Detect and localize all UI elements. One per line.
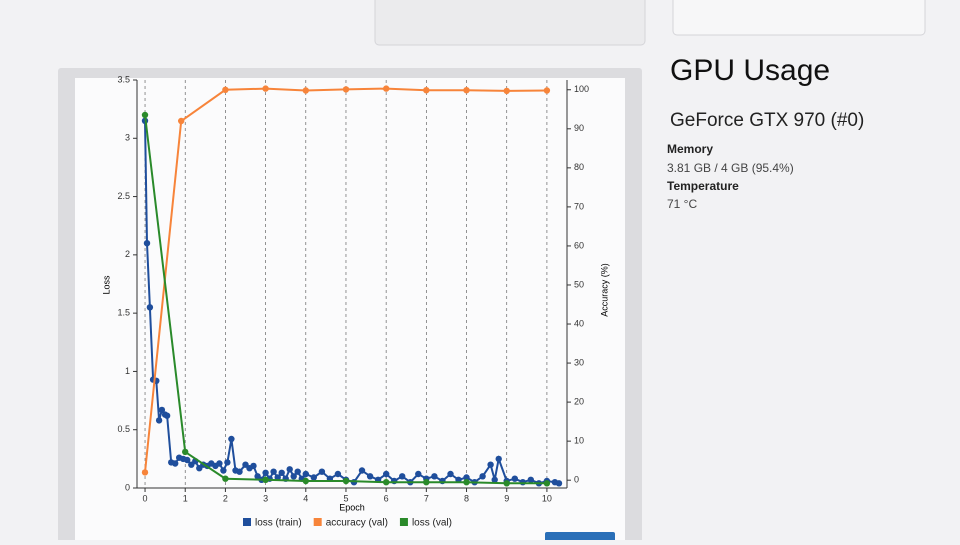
legend-label: loss (val) — [412, 518, 452, 529]
memory-value: 3.81 GB / 4 GB (95.4%) — [667, 161, 794, 175]
x-tick-label: 3 — [263, 493, 268, 503]
legend-label: accuracy (val) — [326, 518, 388, 529]
y-tick-label: 1 — [125, 366, 130, 376]
x-tick-label: 9 — [504, 493, 509, 503]
x-tick-label: 5 — [343, 493, 348, 503]
legend-label: loss (train) — [255, 518, 302, 529]
x-tick-label: 0 — [143, 493, 148, 503]
y2-axis-label: Accuracy (%) — [599, 263, 609, 317]
top-card — [672, 0, 926, 36]
series-line — [141, 85, 551, 476]
x-tick-label: 6 — [384, 493, 389, 503]
y2-tick-label: 60 — [574, 240, 584, 250]
legend-swatch — [399, 518, 408, 526]
y-tick-label: 0.5 — [117, 424, 130, 434]
y2-tick-label: 100 — [574, 84, 589, 94]
y-axis-label: Loss — [101, 275, 111, 295]
y2-tick-label: 50 — [574, 279, 584, 289]
y-tick-label: 0 — [125, 482, 130, 492]
x-tick-label: 4 — [303, 493, 308, 503]
y-tick-label: 3 — [125, 133, 130, 143]
chart-area — [75, 78, 625, 545]
y2-tick-label: 90 — [574, 123, 584, 133]
y-tick-label: 2.5 — [117, 191, 130, 201]
legend-swatch — [313, 518, 322, 526]
y-tick-label: 2 — [125, 249, 130, 259]
legend-swatch — [243, 518, 251, 526]
y2-tick-label: 30 — [574, 357, 584, 367]
y2-tick-label: 10 — [574, 436, 584, 446]
x-axis-label: Epoch — [339, 502, 365, 512]
temperature-value: 71 °C — [667, 197, 697, 211]
x-tick-label: 1 — [183, 493, 188, 503]
panel-title: GPU Usage — [670, 54, 830, 87]
x-tick-label: 7 — [424, 493, 429, 503]
y-tick-label: 1.5 — [117, 308, 130, 318]
x-tick-label: 8 — [464, 493, 469, 503]
y2-tick-label: 40 — [574, 318, 584, 328]
y-tick-label: 3.5 — [117, 74, 130, 84]
y2-tick-label: 80 — [574, 162, 584, 172]
memory-label: Memory — [667, 142, 713, 156]
y2-tick-label: 70 — [574, 201, 584, 211]
y2-tick-label: 20 — [574, 396, 584, 406]
x-tick-label: 10 — [542, 493, 552, 503]
temperature-label: Temperature — [667, 179, 739, 193]
x-tick-label: 2 — [223, 493, 228, 503]
series-line — [141, 111, 551, 487]
top-card — [374, 0, 646, 46]
y2-tick-label: 0 — [574, 475, 579, 485]
device-name: GeForce GTX 970 (#0) — [670, 110, 864, 131]
button[interactable] — [545, 532, 615, 544]
